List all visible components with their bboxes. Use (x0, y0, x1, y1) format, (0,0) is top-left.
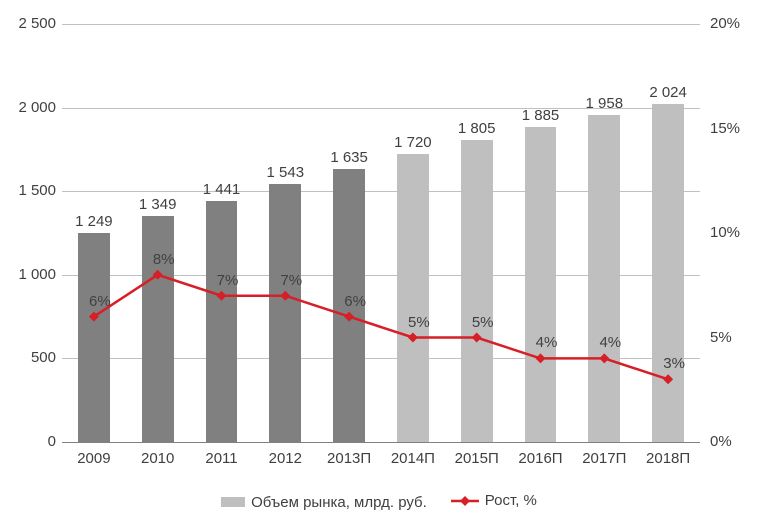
line-marker (472, 333, 482, 343)
line-marker (344, 312, 354, 322)
y-left-tick-label: 1 500 (8, 183, 56, 198)
line-marker (536, 353, 546, 363)
y-left-tick-label: 2 000 (8, 100, 56, 115)
line-marker (599, 353, 609, 363)
legend-label: Объем рынка, млрд. руб. (251, 494, 427, 511)
x-tick-label: 2010 (141, 450, 174, 467)
line-marker (408, 333, 418, 343)
line-value-label: 4% (599, 334, 621, 351)
legend-swatch-icon (221, 497, 245, 507)
line-marker (280, 291, 290, 301)
x-tick-label: 2012 (269, 450, 302, 467)
y-right-tick-label: 0% (710, 434, 754, 449)
x-tick-label: 2013П (327, 450, 371, 467)
line-value-label: 5% (472, 314, 494, 331)
legend-label: Рост, % (485, 492, 537, 509)
y-right-tick-label: 5% (710, 330, 754, 345)
chart-container: 05001 0001 5002 0002 5000%5%10%15%20%1 2… (0, 0, 758, 519)
line-value-label: 6% (344, 293, 366, 310)
gridline (62, 442, 700, 443)
line-value-label: 7% (217, 272, 239, 289)
y-left-tick-label: 0 (8, 434, 56, 449)
y-left-tick-label: 500 (8, 350, 56, 365)
legend-swatch-icon (451, 494, 479, 506)
y-right-tick-label: 15% (710, 121, 754, 136)
line-value-label: 3% (663, 355, 685, 372)
legend-line-item: Рост, % (451, 492, 537, 509)
x-tick-label: 2016П (518, 450, 562, 467)
line-marker (217, 291, 227, 301)
x-tick-label: 2014П (391, 450, 435, 467)
line-value-label: 7% (280, 272, 302, 289)
x-tick-label: 2015П (455, 450, 499, 467)
line-value-label: 6% (89, 293, 111, 310)
y-right-tick-label: 20% (710, 16, 754, 31)
line-series (62, 24, 700, 442)
y-right-tick-label: 10% (710, 225, 754, 240)
x-tick-label: 2011 (205, 450, 237, 467)
plot-area: 05001 0001 5002 0002 5000%5%10%15%20%1 2… (62, 24, 700, 442)
line-value-label: 8% (153, 251, 175, 268)
line-value-label: 4% (536, 334, 558, 351)
legend-bar-item: Объем рынка, млрд. руб. (221, 494, 427, 511)
legend: Объем рынка, млрд. руб. Рост, % (0, 492, 758, 512)
line-marker (663, 374, 673, 384)
line-value-label: 5% (408, 314, 430, 331)
x-tick-label: 2017П (582, 450, 626, 467)
x-tick-label: 2018П (646, 450, 690, 467)
y-left-tick-label: 2 500 (8, 16, 56, 31)
x-tick-label: 2009 (77, 450, 110, 467)
y-left-tick-label: 1 000 (8, 267, 56, 282)
